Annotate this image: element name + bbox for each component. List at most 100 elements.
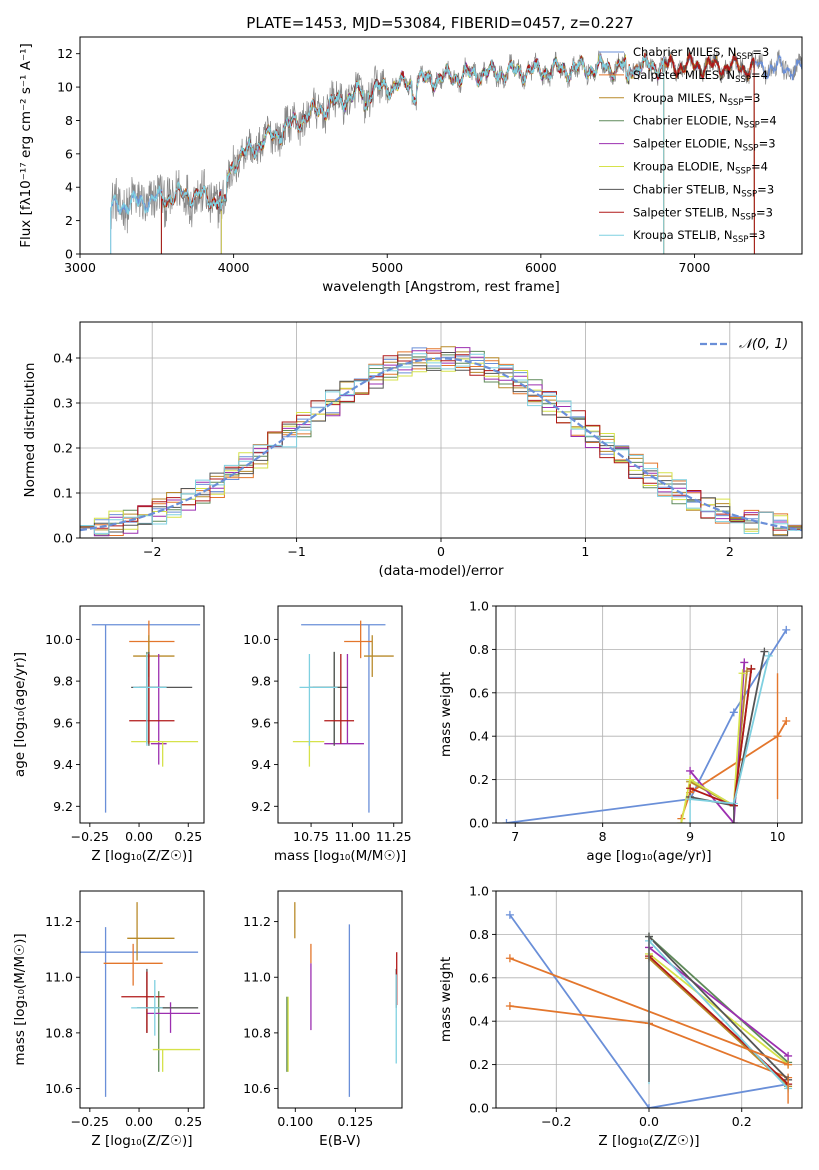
weight-vs-Z-ylabel: mass weight bbox=[438, 957, 454, 1042]
spectrum-legend-name-0: Chabrier MILES bbox=[633, 45, 720, 59]
residuals-xtick-label-0: −2 bbox=[143, 544, 161, 559]
spectrum-legend-n-7: , N bbox=[724, 205, 740, 219]
weight-vs-age-series-marker-8-2 bbox=[764, 651, 773, 660]
age-vs-Z-ylabel: age [log₁₀(age/yr)] bbox=[12, 652, 28, 777]
spectrum-legend-name-4: Salpeter ELODIE bbox=[633, 137, 727, 151]
spectrum-legend-n-sub-4: SSP bbox=[743, 144, 759, 154]
weight-vs-age-ytick-label-1: 0.2 bbox=[469, 772, 489, 787]
figure-title: PLATE=1453, MJD=53084, FIBERID=0457, z=0… bbox=[246, 14, 633, 32]
spectrum-xlabel: wavelength [Angstrom, rest frame] bbox=[322, 279, 560, 295]
weight-vs-age-series-marker-4-2 bbox=[740, 658, 749, 667]
weight-vs-Z-series-line-6 bbox=[648, 935, 789, 1081]
spectrum-panel: 3000 4000 5000 6000 7000 0 2 4 6 8 10 12 wavelength … bbox=[18, 36, 803, 295]
mass-vs-Z-ylabel: mass [log₁₀(M/M☉)] bbox=[12, 933, 28, 1065]
weight-vs-Z-ytick-label-1: 0.2 bbox=[469, 1057, 489, 1072]
age-vs-Z-ytick-label-2: 9.6 bbox=[53, 715, 73, 730]
residuals-hist-step-6 bbox=[80, 352, 802, 537]
spectrum-legend-eq-2: = bbox=[743, 91, 753, 105]
weight-vs-Z-series-line-8 bbox=[648, 940, 789, 1090]
age-vs-mass-frame bbox=[277, 605, 403, 824]
age-vs-Z-xtick-label-2: 0.25 bbox=[174, 829, 202, 844]
weight-vs-age-ytick-label-4: 0.8 bbox=[469, 642, 489, 657]
spectrum-axes: 3000 4000 5000 6000 7000 0 2 4 6 8 10 12 wavelength … bbox=[18, 36, 803, 295]
age-vs-mass-xtick-label-1: 11.00 bbox=[335, 829, 371, 844]
mass-vs-EBV-panel: 0.100 0.125 10.6 10.8 11.0 11.2 E(B-V) bbox=[243, 890, 403, 1149]
age-vs-mass-ytick-label-4: 10.0 bbox=[243, 632, 271, 647]
weight-vs-age-series-marker-4-0 bbox=[686, 766, 695, 775]
age-vs-Z-axes: −0.25 0.00 0.25 9.2 9.4 9.6 9.8 10.0 Z [log₁₀(Z/… bbox=[12, 605, 205, 864]
spectrum-legend-nval-4: 3 bbox=[768, 137, 775, 151]
mass-vs-Z-xlabel: Z [log₁₀(Z/Z☉)] bbox=[91, 1133, 192, 1149]
residuals-ytick-label-4: 0.4 bbox=[53, 351, 73, 366]
mass-vs-EBV-xlabel: E(B-V) bbox=[319, 1133, 361, 1149]
weight-vs-age-frame bbox=[495, 605, 803, 824]
residuals-ylabel: Normed distribution bbox=[22, 363, 38, 498]
spectrum-ytick-label-3: 6 bbox=[65, 146, 73, 161]
spectrum-legend-n-sub-1: SSP bbox=[735, 75, 751, 85]
age-vs-Z-ytick-label-4: 10.0 bbox=[45, 632, 73, 647]
spectrum-model-line-0 bbox=[110, 52, 802, 254]
weight-vs-Z-series-marker-0-0 bbox=[505, 910, 514, 919]
spectrum-legend-n-sub-3: SSP bbox=[744, 121, 760, 131]
weight-vs-Z-xtick-label-2: 0.2 bbox=[732, 1114, 752, 1129]
spectrum-legend-n-4: , N bbox=[727, 137, 743, 151]
spectrum-legend-nval-1: 4 bbox=[761, 68, 768, 82]
spectrum-legend-label-5: Kroupa ELODIE, NSSP=4 bbox=[633, 160, 768, 177]
mass-vs-Z-xtick-label-2: 0.25 bbox=[174, 1114, 202, 1129]
weight-vs-age-series-line-8 bbox=[690, 655, 770, 805]
mass-vs-EBV-axes: 0.100 0.125 10.6 10.8 11.0 11.2 E(B-V) bbox=[243, 890, 403, 1149]
residuals-normal-curve bbox=[80, 357, 802, 532]
weight-vs-age-series-marker-5-3 bbox=[738, 669, 747, 678]
weight-vs-age-series-marker-6-2 bbox=[760, 647, 769, 656]
residuals-xlabel: (data-model)/error bbox=[378, 563, 504, 579]
weight-vs-Z-series-marker-4-1 bbox=[784, 1051, 793, 1060]
residuals-hist-step-7 bbox=[80, 352, 802, 531]
spectrum-model-line-5 bbox=[220, 55, 665, 254]
spectrum-model-line-4 bbox=[220, 54, 665, 254]
spectrum-legend-eq-1: = bbox=[751, 68, 761, 82]
mass-vs-EBV-ytick-label-3: 11.2 bbox=[243, 914, 271, 929]
age-vs-Z-panel: −0.25 0.00 0.25 9.2 9.4 9.6 9.8 10.0 Z [log₁₀(Z/… bbox=[12, 605, 205, 864]
spectrum-legend-eq-6: = bbox=[757, 182, 767, 196]
age-vs-Z-ytick-label-1: 9.4 bbox=[53, 757, 73, 772]
weight-vs-Z-series-line-0 bbox=[509, 914, 789, 1108]
spectrum-legend-label-6: Chabrier STELIB, NSSP=3 bbox=[633, 182, 774, 199]
spectrum-legend-label-7: Salpeter STELIB, NSSP=3 bbox=[633, 205, 773, 222]
residuals-ytick-label-0: 0.0 bbox=[53, 531, 73, 546]
spectrum-legend-n-1: , N bbox=[719, 68, 735, 82]
age-vs-Z-plot-area bbox=[91, 620, 201, 813]
weight-vs-Z-ytick-label-3: 0.6 bbox=[469, 970, 489, 985]
spectrum-legend-label-3: Chabrier ELODIE, NSSP=4 bbox=[633, 114, 777, 131]
weight-vs-Z-axes: −0.2 0.0 0.2 0.0 0.2 0.4 0.6 0.8 1.0 Z [log₁₀(Z/Z… bbox=[438, 884, 803, 1149]
residuals-xtick-label-2: 0 bbox=[437, 544, 445, 559]
spectrum-legend-label-8: Kroupa STELIB, NSSP=3 bbox=[633, 228, 765, 245]
spectrum-legend-nval-7: 3 bbox=[766, 205, 773, 219]
spectrum-legend-nval-5: 4 bbox=[761, 160, 768, 174]
weight-vs-age-xtick-label-3: 10 bbox=[770, 829, 786, 844]
spectrum-legend-n-0: , N bbox=[720, 45, 736, 59]
spectrum-ytick-label-2: 4 bbox=[65, 180, 73, 195]
weight-vs-age-ytick-label-5: 1.0 bbox=[469, 599, 489, 614]
spectrum-legend-n-sub-6: SSP bbox=[741, 189, 757, 199]
weight-vs-Z-ytick-label-5: 1.0 bbox=[469, 884, 489, 899]
residuals-ytick-label-1: 0.1 bbox=[53, 486, 73, 501]
spectrum-legend-name-3: Chabrier ELODIE bbox=[633, 114, 728, 128]
spectrum-legend-label-2: Kroupa MILES, NSSP=3 bbox=[633, 91, 760, 108]
mass-vs-Z-ytick-label-3: 11.2 bbox=[45, 914, 73, 929]
weight-vs-Z-series-marker-0-1 bbox=[645, 1104, 653, 1108]
age-vs-mass-panel: 10.75 11.00 11.25 9.2 9.4 9.6 9.8 10.0 mass [log… bbox=[243, 605, 412, 864]
age-vs-Z-xlabel: Z [log₁₀(Z/Z☉)] bbox=[91, 848, 192, 864]
age-vs-mass-ytick-label-0: 9.2 bbox=[251, 799, 271, 814]
spectrum-legend-name-8: Kroupa STELIB bbox=[633, 228, 717, 242]
weight-vs-age-ytick-label-0: 0.0 bbox=[469, 816, 489, 831]
spectrum-legend-n-6: , N bbox=[725, 182, 741, 196]
weight-vs-Z-series-marker-1-0 bbox=[505, 1002, 514, 1011]
weight-vs-age-series-line-6 bbox=[689, 651, 766, 807]
spectrum-model-line-3 bbox=[220, 53, 665, 254]
weight-vs-age-series-marker-7-2 bbox=[747, 664, 756, 673]
spectrum-legend-eq-7: = bbox=[756, 205, 766, 219]
residuals-ytick-label-2: 0.2 bbox=[53, 441, 73, 456]
spectrum-legend-label-1: Salpeter MILES, NSSP=4 bbox=[633, 68, 768, 85]
weight-vs-age-series-marker-7-0 bbox=[686, 784, 695, 793]
